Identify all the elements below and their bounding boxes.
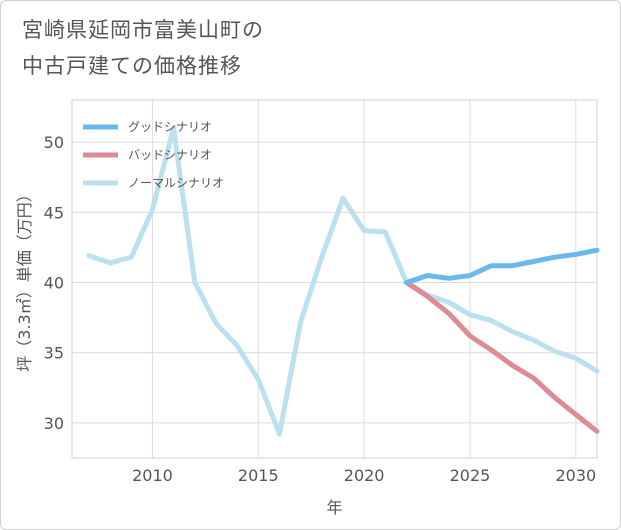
x-tick-label: 2010 (132, 466, 173, 485)
series-line-good (404, 247, 600, 285)
series-line-normal (86, 125, 600, 437)
y-tick-label: 50 (44, 133, 64, 152)
legend-label-normal: ノーマルシナリオ (128, 176, 224, 190)
chart-title-line-2: 中古戸建ての価格推移 (22, 54, 242, 78)
y-tick-label: 40 (44, 274, 64, 293)
chart-title-line-1: 宮崎県延岡市富美山町の (22, 18, 264, 42)
y-tick-label: 45 (44, 203, 64, 222)
series-line-bad (404, 280, 600, 434)
x-axis-label: 年 (326, 498, 342, 517)
x-tick-label: 2020 (344, 466, 385, 485)
legend-label-bad: バッドシナリオ (128, 148, 212, 162)
series-lines (86, 125, 600, 437)
x-tick-label: 2030 (555, 466, 596, 485)
y-tick-label: 35 (44, 344, 64, 363)
legend-label-good: グッドシナリオ (128, 120, 212, 134)
plot-border (71, 99, 598, 459)
chart-title: 宮崎県延岡市富美山町の 中古戸建ての価格推移 (22, 12, 264, 84)
x-tick-label: 2015 (238, 466, 279, 485)
y-tick-label: 30 (44, 414, 64, 433)
y-axis-label: 坪（3.3㎡）単価（万円） (15, 186, 34, 371)
x-tick-label: 2025 (450, 466, 491, 485)
axis-ticks: 2010 2015 2020 2025 2030 30 35 40 45 50 (44, 133, 597, 485)
grid-lines (72, 100, 597, 458)
